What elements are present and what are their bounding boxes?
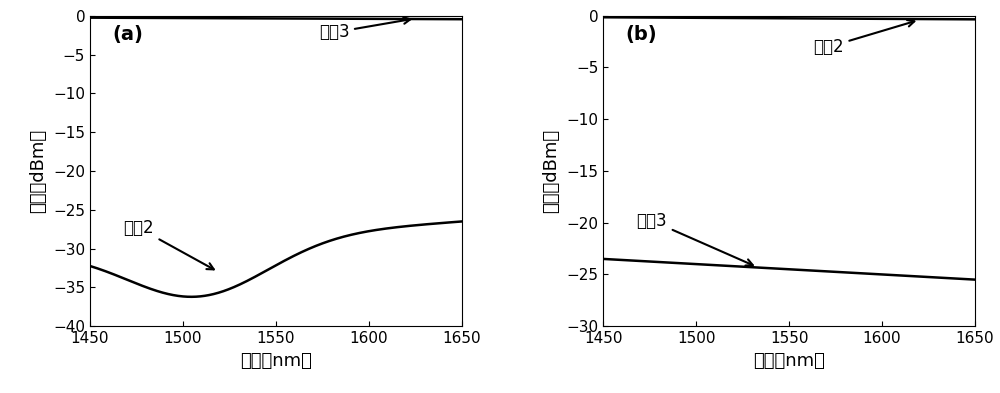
Text: (b): (b) (625, 25, 657, 44)
Text: 端口3: 端口3 (637, 212, 753, 266)
Y-axis label: 功率（dBm）: 功率（dBm） (543, 129, 561, 213)
Text: (a): (a) (112, 25, 143, 44)
X-axis label: 波长（nm）: 波长（nm） (240, 352, 312, 369)
Y-axis label: 功率（dBm）: 功率（dBm） (29, 129, 47, 213)
Text: 端口2: 端口2 (123, 219, 214, 269)
Text: 端口3: 端口3 (319, 17, 410, 41)
X-axis label: 波长（nm）: 波长（nm） (753, 352, 825, 369)
Text: 端口2: 端口2 (813, 20, 914, 56)
